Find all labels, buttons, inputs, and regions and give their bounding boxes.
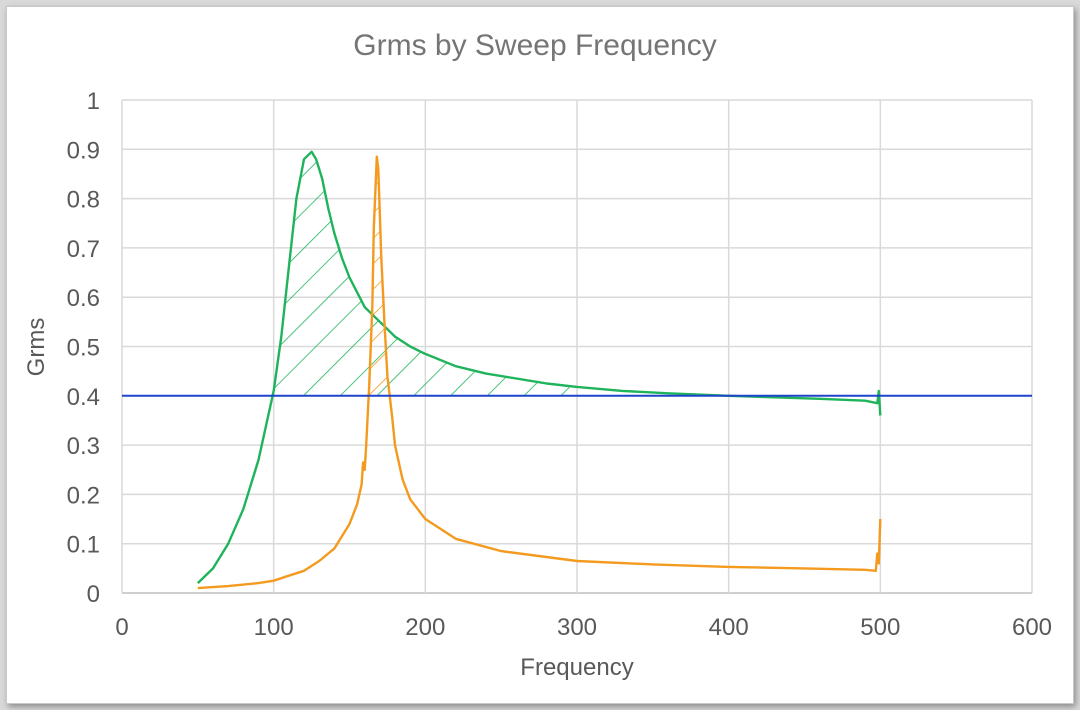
hatched-areas — [269, 152, 593, 396]
tick-labels: 0 0.1 0.2 0.3 0.4 0.5 0.6 0.7 0.8 0.9 1 0 100 200 300 4… — [67, 88, 1052, 641]
orange-response-line — [197, 155, 882, 590]
x-tick-label: 100 — [254, 614, 294, 641]
series-lines — [122, 150, 1032, 590]
y-tick-label: 0.6 — [67, 285, 100, 312]
y-tick-label: 0.5 — [67, 335, 100, 362]
x-tick-label: 0 — [115, 614, 128, 641]
grid-lines — [121, 99, 1033, 594]
x-tick-label: 200 — [405, 614, 445, 641]
y-tick-label: 0.4 — [67, 384, 100, 411]
y-tick-label: 0.7 — [67, 236, 100, 263]
x-tick-label: 500 — [860, 614, 900, 641]
y-tick-label: 0.8 — [67, 187, 100, 214]
y-tick-label: 0.9 — [67, 137, 100, 164]
y-tick-label: 0 — [87, 581, 100, 608]
x-tick-label: 400 — [709, 614, 749, 641]
y-tick-label: 0.3 — [67, 433, 100, 460]
y-tick-label: 0.1 — [67, 532, 100, 559]
chart-frame — [6, 6, 1074, 704]
x-tick-label: 600 — [1012, 614, 1052, 641]
y-tick-label: 1 — [87, 88, 100, 115]
x-axis-title: Frequency — [520, 654, 633, 681]
hatched-area — [269, 152, 593, 396]
chart-title: Grms by Sweep Frequency — [353, 29, 716, 62]
x-tick-label: 300 — [557, 614, 597, 641]
y-axis-title: Grms — [23, 318, 50, 377]
y-tick-label: 0.2 — [67, 482, 100, 509]
